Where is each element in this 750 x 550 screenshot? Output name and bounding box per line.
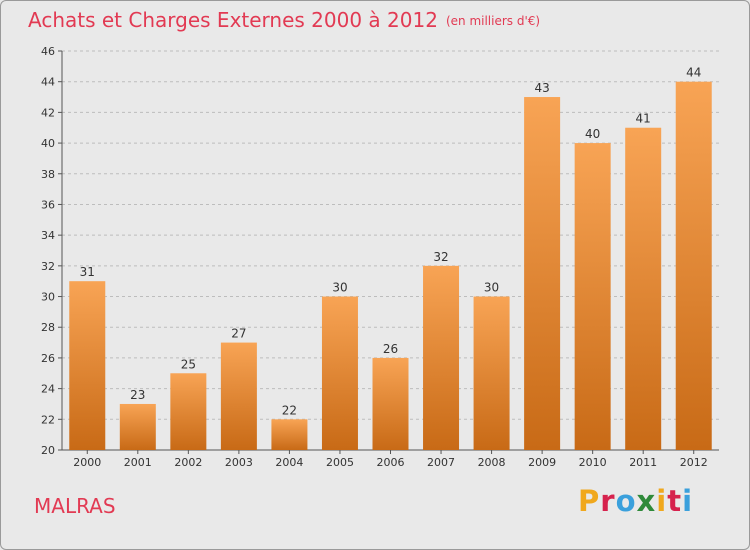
x-tick-label: 2008 <box>478 456 506 469</box>
bar-value-label: 23 <box>130 388 145 402</box>
x-tick-label: 2012 <box>680 456 708 469</box>
y-tick-label: 44 <box>41 76 55 89</box>
logo-letter: r <box>600 484 616 518</box>
axis-layer: 20 22 24 26 28 30 32 34 36 38 40 42 44 46 2000 2001 2002… <box>41 45 719 469</box>
y-tick-label: 42 <box>41 106 55 119</box>
bar-2000 <box>69 281 106 450</box>
bar-2002 <box>170 373 207 450</box>
y-tick-label: 22 <box>41 413 55 426</box>
y-tick-label: 46 <box>41 45 55 58</box>
x-tick-label: 2004 <box>275 456 303 469</box>
bar-value-label: 31 <box>80 265 95 279</box>
bar-value-label: 32 <box>433 250 448 264</box>
y-tick-label: 20 <box>41 444 55 457</box>
x-tick-label: 2005 <box>326 456 354 469</box>
y-tick-label: 40 <box>41 137 55 150</box>
logo-letter: t <box>667 484 683 518</box>
y-tick-label: 28 <box>41 321 55 334</box>
x-tick-label: 2011 <box>629 456 657 469</box>
x-tick-label: 2006 <box>377 456 405 469</box>
bar-2010 <box>574 143 611 451</box>
chart-title-text: Achats et Charges Externes 2000 à 2012 <box>28 8 438 32</box>
y-tick-label: 30 <box>41 291 55 304</box>
x-tick-label: 2003 <box>225 456 253 469</box>
bar-layer: 31 23 25 27 22 30 26 32 30 43 40 41 44 <box>69 66 712 451</box>
x-tick-label: 2000 <box>73 456 101 469</box>
logo-letter: x <box>636 484 657 518</box>
bar-value-label: 30 <box>484 281 499 295</box>
bar-2004 <box>271 419 308 450</box>
y-tick-label: 26 <box>41 352 55 365</box>
bar-2006 <box>372 357 409 450</box>
bar-value-label: 43 <box>534 81 549 95</box>
bar-2009 <box>524 97 561 451</box>
bar-value-label: 26 <box>383 342 398 356</box>
bar-value-label: 30 <box>332 281 347 295</box>
x-tick-label: 2010 <box>579 456 607 469</box>
y-tick-label: 38 <box>41 168 55 181</box>
logo-letter: P <box>578 484 601 518</box>
bar-2007 <box>423 265 460 450</box>
bar-2008 <box>473 296 510 450</box>
bar-value-label: 27 <box>231 327 246 341</box>
place-name: MALRAS <box>34 494 116 518</box>
x-tick-label: 2001 <box>124 456 152 469</box>
bar-value-label: 25 <box>181 357 196 371</box>
y-tick-label: 32 <box>41 260 55 273</box>
x-tick-label: 2002 <box>174 456 202 469</box>
chart-unit: (en milliers d'€) <box>445 14 541 28</box>
chart-title: Achats et Charges Externes 2000 à 2012 (e… <box>28 8 540 32</box>
bar-value-label: 40 <box>585 127 600 141</box>
bar-2001 <box>119 403 156 450</box>
bar-2005 <box>321 296 358 450</box>
x-tick-label: 2009 <box>528 456 556 469</box>
x-tick-label: 2007 <box>427 456 455 469</box>
y-tick-label: 24 <box>41 383 55 396</box>
bar-value-label: 41 <box>636 112 651 126</box>
bar-value-label: 44 <box>686 66 701 80</box>
y-tick-label: 34 <box>41 229 55 242</box>
bar-2012 <box>675 81 712 450</box>
bar-2003 <box>220 342 257 450</box>
logo-letter: o <box>615 484 637 518</box>
bar-value-label: 22 <box>282 403 297 417</box>
logo-letter: i <box>682 484 694 518</box>
bar-2011 <box>625 127 662 450</box>
logo-letter: i <box>656 484 668 518</box>
proxiti-logo: Proxiti <box>578 484 693 518</box>
y-tick-label: 36 <box>41 198 55 211</box>
